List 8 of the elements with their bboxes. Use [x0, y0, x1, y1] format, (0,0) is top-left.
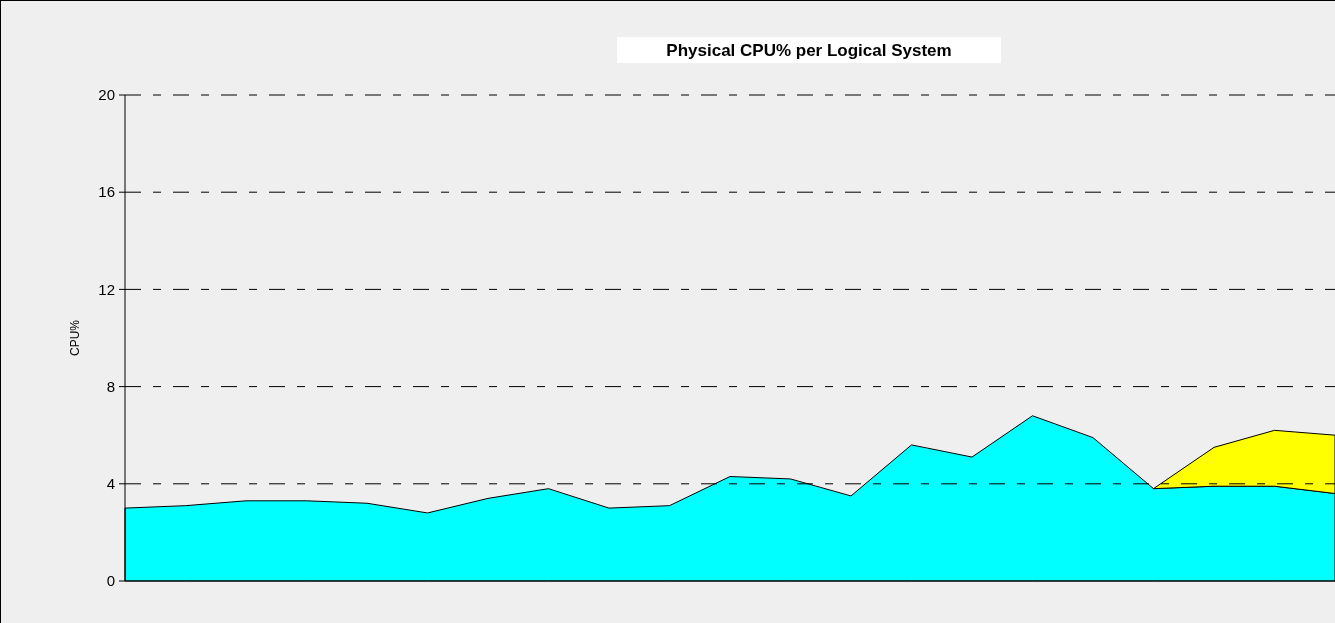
y-tick-label: 16: [98, 183, 115, 201]
y-tick-label: 12: [98, 280, 115, 298]
y-axis-title: CPU%: [68, 319, 82, 357]
y-tick-label: 0: [106, 572, 115, 590]
chart-title: Physical CPU% per Logical System: [666, 41, 952, 60]
y-tick-label: 4: [106, 475, 115, 493]
y-tick-label: 20: [98, 86, 115, 104]
y-tick-label: 8: [106, 377, 115, 395]
